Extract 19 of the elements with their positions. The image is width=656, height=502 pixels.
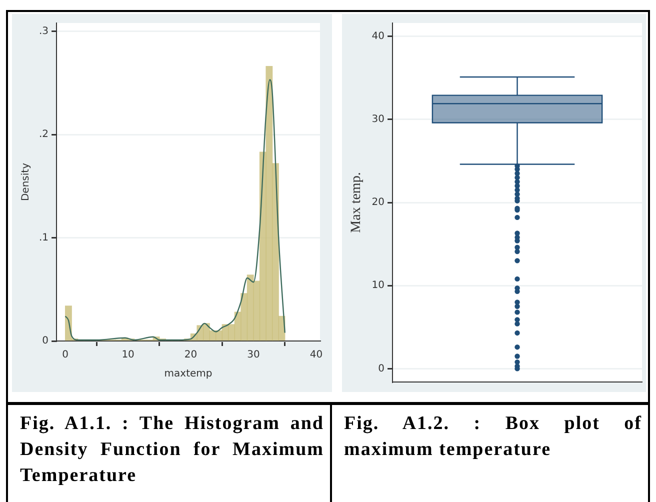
x-axis-title: maxtemp — [164, 368, 212, 380]
x-tick-label: 20 — [184, 350, 198, 361]
y-tick-label: 0 — [378, 363, 385, 374]
y-tick-label: .1 — [38, 232, 49, 244]
x-tick-label: 40 — [310, 350, 323, 361]
y-tick-label: .2 — [38, 129, 49, 140]
y-tick-label: 20 — [372, 197, 385, 208]
text: Fig. A1.1. : The Histogram and Density Function for Maximum Temperature — [8, 405, 332, 502]
y-tick-label: 30 — [372, 114, 385, 125]
x-tick-label: 10 — [122, 350, 134, 361]
y-tick-label: 0 — [42, 336, 49, 347]
y-tick-label: 40 — [372, 30, 385, 42]
x-tick-label: 30 — [247, 350, 260, 361]
text: Fig. A1.2. : Box plot of maximum temperature — [343, 412, 643, 462]
y-tick-label: 10 — [372, 280, 385, 292]
y-tick-label: .3 — [38, 26, 49, 37]
y-axis-title: Density — [20, 162, 32, 202]
y-axis-title: Max temp. — [349, 172, 364, 233]
x-tick-label: 0 — [62, 350, 69, 361]
